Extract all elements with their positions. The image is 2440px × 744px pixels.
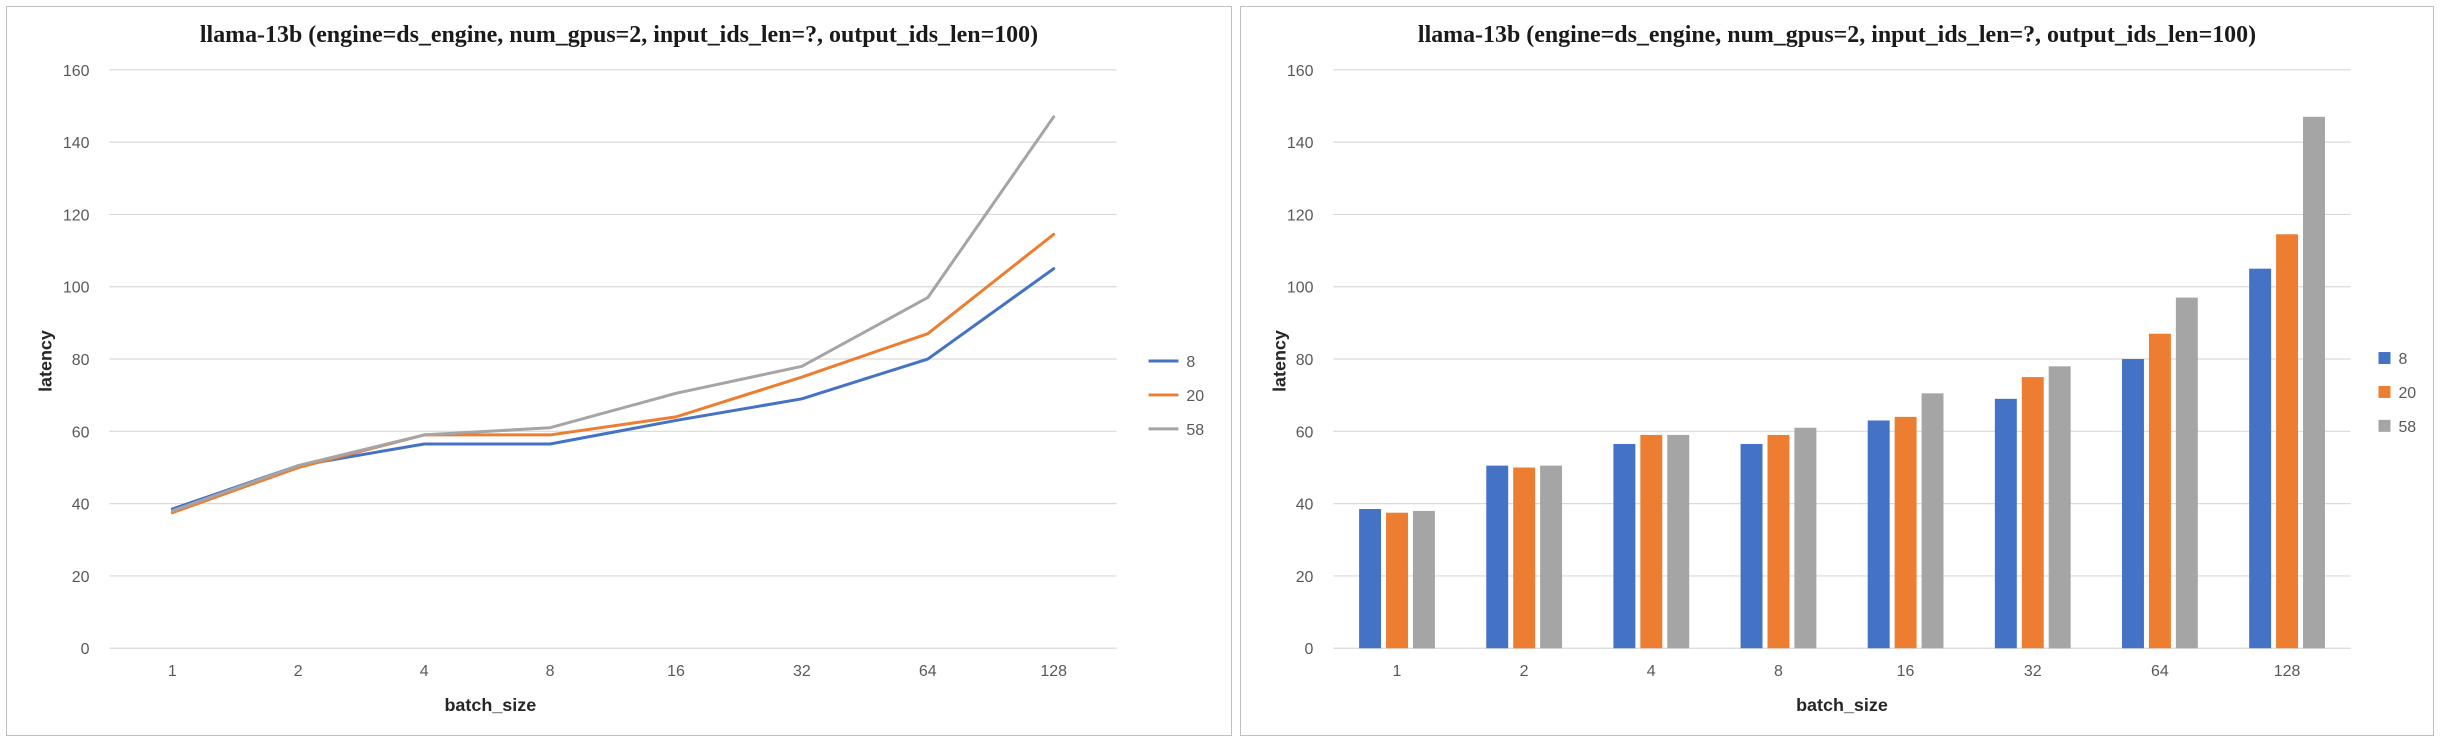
line-chart-panel: llama-13b (engine=ds_engine, num_gpus=2,… — [6, 6, 1232, 736]
y-tick-label: 20 — [1296, 569, 1314, 586]
x-tick-label: 128 — [1040, 663, 1067, 680]
line-chart: llama-13b (engine=ds_engine, num_gpus=2,… — [36, 22, 1205, 715]
bar-chart: llama-13b (engine=ds_engine, num_gpus=2,… — [1270, 22, 2417, 715]
bar-20-4 — [1640, 434, 1663, 649]
y-tick-label: 160 — [63, 63, 90, 80]
bar-8-32 — [1994, 398, 2017, 649]
y-tick-label: 160 — [1287, 63, 1314, 80]
bar-20-1 — [1386, 512, 1408, 649]
bar-20-8 — [1767, 434, 1790, 649]
y-tick-label: 0 — [1305, 641, 1314, 658]
y-tick-label: 100 — [63, 280, 90, 297]
x-tick-label: 64 — [2151, 663, 2169, 680]
y-axis-title: latency — [1270, 330, 1290, 392]
x-tick-label: 32 — [793, 663, 811, 680]
series-line-8 — [170, 267, 1056, 511]
x-axis-title: batch_size — [444, 695, 536, 715]
x-axis-title: batch_size — [1796, 695, 1888, 715]
bar-8-64 — [2122, 359, 2144, 649]
x-tick-label: 16 — [667, 663, 685, 680]
x-tick-label: 8 — [1774, 663, 1783, 680]
legend-swatch — [2378, 352, 2391, 365]
bar-8-4 — [1613, 443, 1636, 649]
bar-58-8 — [1794, 427, 1817, 649]
bar-58-64 — [2175, 297, 2198, 649]
series-line-58 — [170, 115, 1056, 513]
chart-title: llama-13b (engine=ds_engine, num_gpus=2,… — [200, 22, 1038, 48]
y-axis-title: latency — [36, 330, 56, 392]
bar-chart-panel: llama-13b (engine=ds_engine, num_gpus=2,… — [1240, 6, 2434, 736]
bar-20-32 — [2021, 377, 2044, 649]
y-tick-label: 120 — [63, 207, 90, 224]
bar-20-128 — [2276, 234, 2299, 649]
bar-20-16 — [1894, 416, 1917, 649]
y-tick-label: 80 — [72, 352, 90, 369]
x-tick-label: 2 — [1520, 663, 1529, 680]
y-tick-label: 80 — [1296, 352, 1314, 369]
x-tick-label: 4 — [1647, 663, 1656, 680]
bar-58-1 — [1412, 510, 1435, 649]
legend-swatch — [2378, 419, 2391, 432]
bar-58-16 — [1921, 393, 1944, 649]
y-tick-label: 140 — [63, 135, 90, 152]
x-tick-label: 8 — [546, 663, 555, 680]
y-tick-label: 0 — [81, 641, 90, 658]
legend-label: 20 — [1186, 388, 1204, 405]
x-tick-label: 2 — [294, 663, 303, 680]
bar-20-2 — [1513, 467, 1536, 649]
bar-8-8 — [1740, 443, 1763, 649]
y-tick-label: 40 — [72, 497, 90, 514]
bar-8-128 — [2249, 268, 2272, 649]
y-tick-label: 60 — [1296, 424, 1314, 441]
y-tick-label: 20 — [72, 569, 90, 586]
x-tick-label: 4 — [420, 663, 429, 680]
legend-label: 8 — [1186, 354, 1195, 371]
bar-58-128 — [2303, 116, 2325, 649]
x-tick-label: 64 — [919, 663, 937, 680]
y-tick-label: 140 — [1287, 135, 1314, 152]
legend-label: 20 — [2398, 385, 2416, 402]
bar-8-1 — [1359, 509, 1382, 649]
x-tick-label: 128 — [2274, 663, 2301, 680]
bar-58-2 — [1540, 465, 1563, 649]
bar-58-4 — [1667, 434, 1690, 649]
legend-label: 58 — [1186, 422, 1204, 439]
x-tick-label: 32 — [2024, 663, 2042, 680]
x-tick-label: 1 — [168, 663, 177, 680]
y-tick-label: 120 — [1287, 207, 1314, 224]
bar-8-2 — [1486, 465, 1509, 649]
x-tick-label: 16 — [1897, 663, 1915, 680]
y-tick-label: 40 — [1296, 497, 1314, 514]
y-tick-label: 100 — [1287, 280, 1314, 297]
legend-swatch — [2378, 385, 2391, 398]
bar-58-32 — [2048, 366, 2071, 649]
chart-title: llama-13b (engine=ds_engine, num_gpus=2,… — [1418, 22, 2256, 48]
legend-label: 8 — [2398, 351, 2407, 368]
y-tick-label: 60 — [72, 424, 90, 441]
bar-20-64 — [2148, 333, 2171, 649]
series-line-20 — [170, 232, 1056, 515]
legend-label: 58 — [2398, 419, 2416, 436]
x-tick-label: 1 — [1393, 663, 1402, 680]
bar-8-16 — [1867, 420, 1890, 649]
